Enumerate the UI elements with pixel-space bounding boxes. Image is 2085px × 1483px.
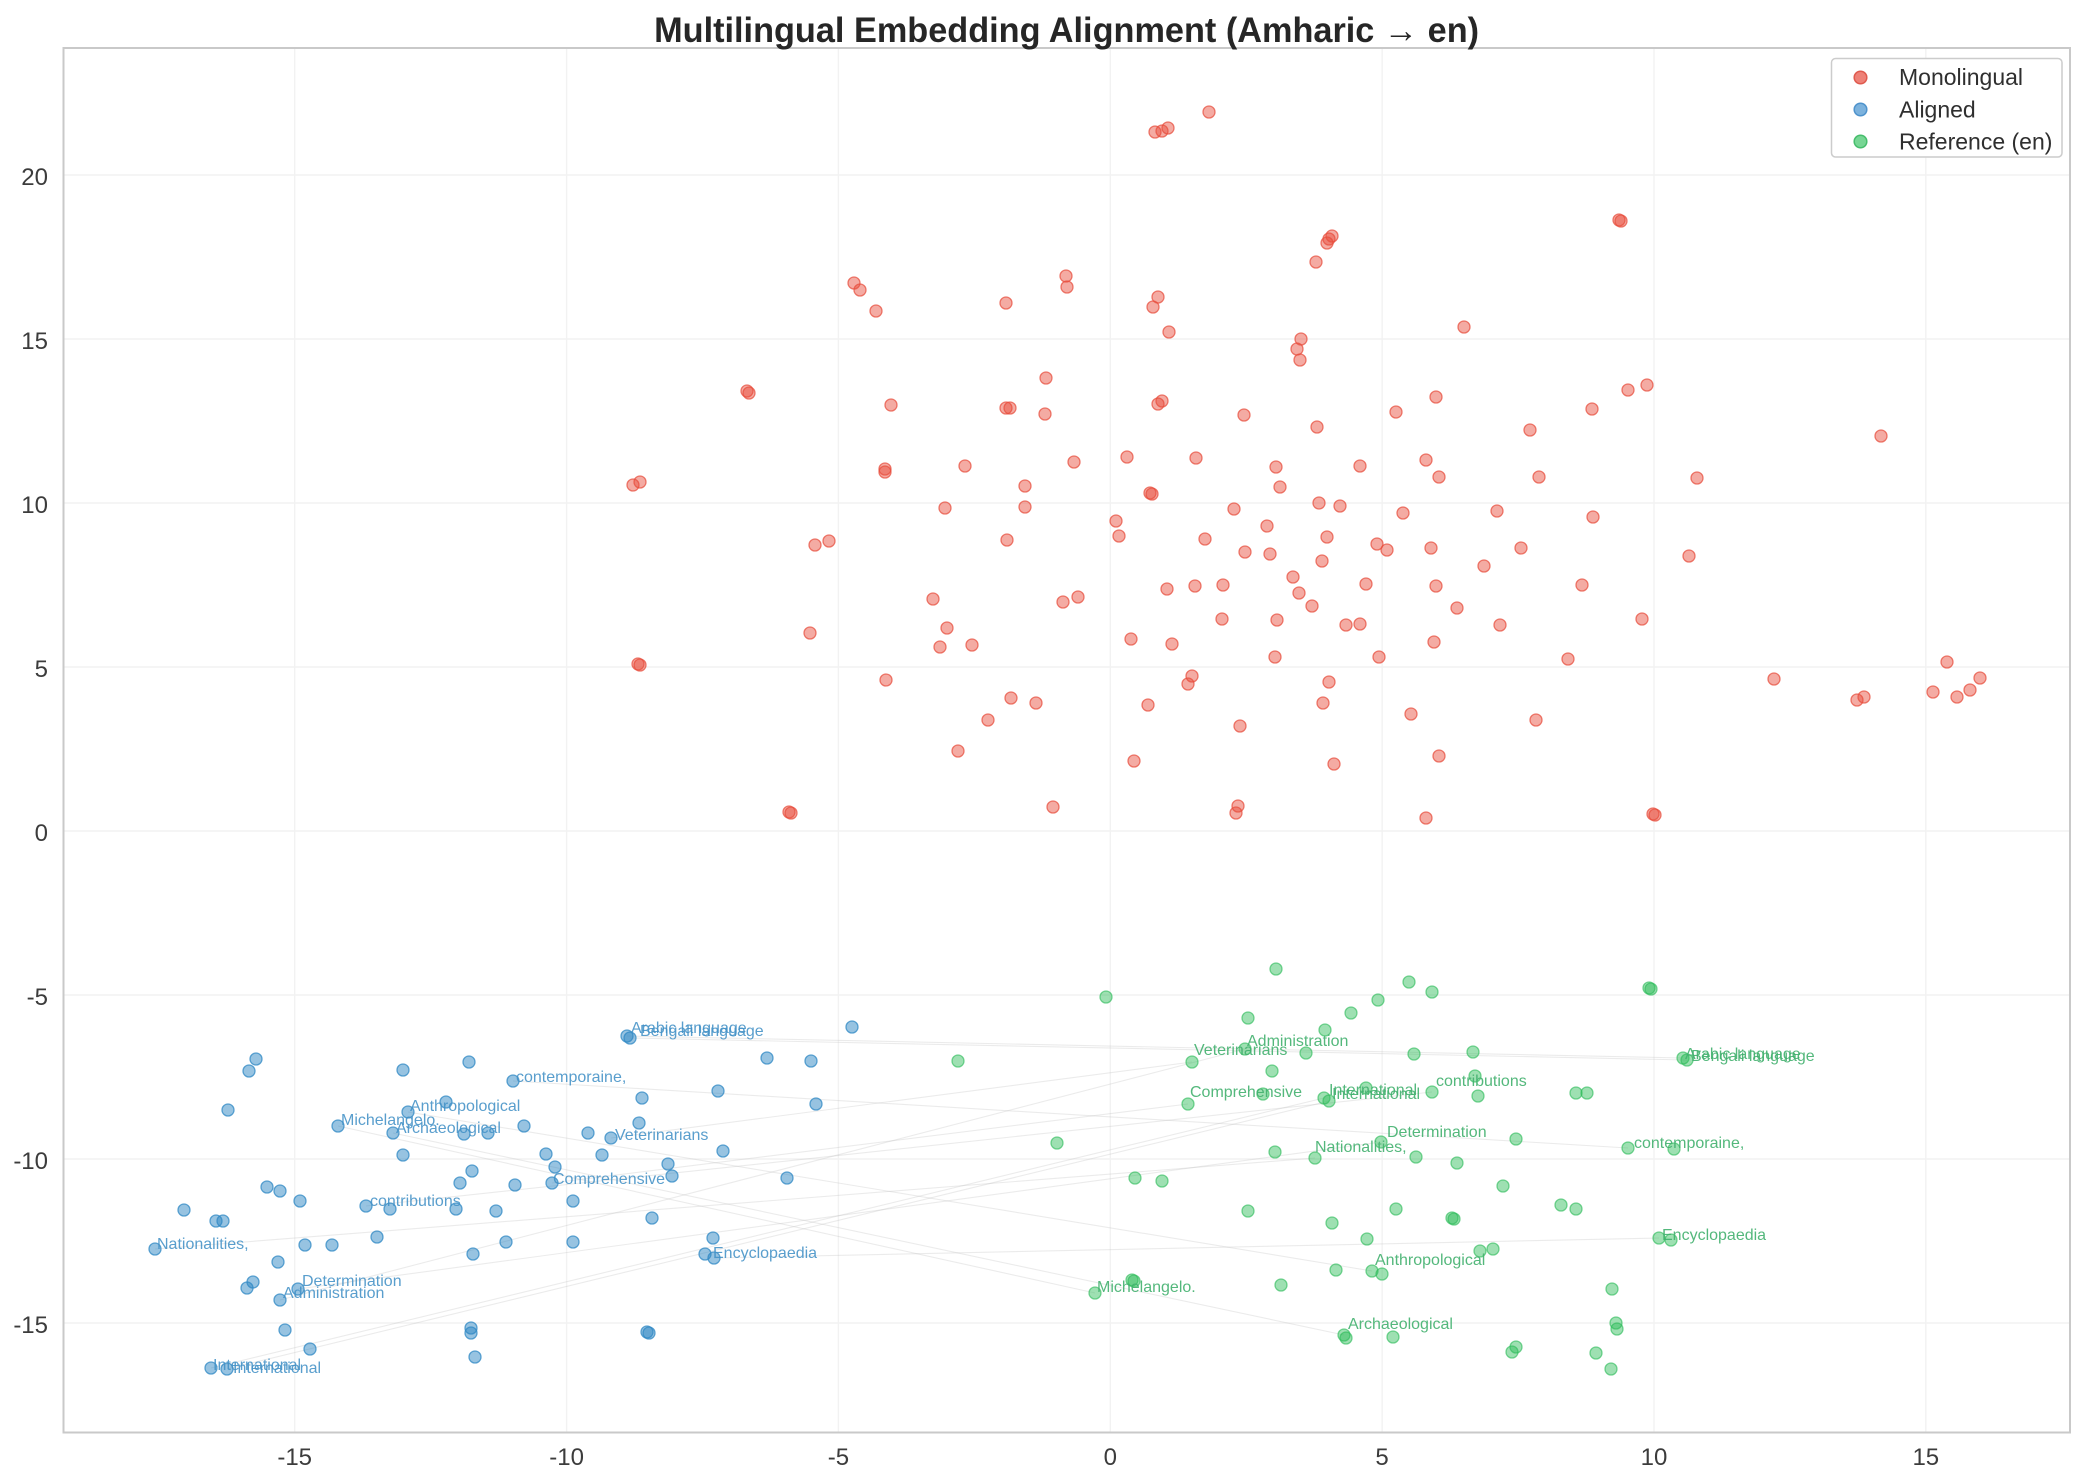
svg-text:10: 10 — [1641, 1444, 1668, 1471]
svg-text:-15: -15 — [277, 1444, 312, 1471]
svg-text:Administration: Administration — [1247, 1033, 1348, 1050]
svg-text:Nationalities,: Nationalities, — [157, 1236, 249, 1253]
svg-text:contributions: contributions — [370, 1193, 461, 1210]
svg-text:15: 15 — [21, 328, 48, 355]
svg-text:Michelangelo.: Michelangelo. — [341, 1112, 440, 1129]
svg-text:Comprehensive: Comprehensive — [1190, 1084, 1302, 1101]
svg-text:Multilingual Embedding Alignme: Multilingual Embedding Alignment (Amhari… — [654, 11, 1479, 50]
svg-text:contemporaine,: contemporaine, — [1634, 1135, 1744, 1152]
svg-text:Archaeological: Archaeological — [396, 1120, 501, 1137]
svg-text:-5: -5 — [828, 1444, 849, 1471]
svg-text:Arabic language: Arabic language — [1685, 1046, 1801, 1063]
svg-text:Aligned: Aligned — [1899, 97, 1976, 123]
svg-text:Encyclopaedia: Encyclopaedia — [713, 1245, 817, 1262]
svg-text:Bengali language: Bengali language — [1691, 1048, 1815, 1065]
svg-text:Archaeological: Archaeological — [1348, 1316, 1453, 1333]
svg-text:Monolingual: Monolingual — [1899, 64, 2023, 90]
svg-text:International: International — [1332, 1086, 1420, 1103]
svg-text:International: International — [213, 1357, 301, 1374]
svg-text:Bengali language: Bengali language — [640, 1023, 764, 1040]
svg-text:International: International — [1329, 1082, 1417, 1099]
svg-text:International: International — [233, 1360, 321, 1377]
svg-text:Determination: Determination — [1387, 1124, 1487, 1141]
svg-text:15: 15 — [1912, 1444, 1939, 1471]
svg-text:Veterinarians: Veterinarians — [615, 1127, 708, 1144]
svg-text:Nationalities,: Nationalities, — [1315, 1139, 1407, 1156]
svg-text:Anthropological: Anthropological — [1375, 1252, 1485, 1269]
svg-text:5: 5 — [1375, 1444, 1388, 1471]
svg-text:0: 0 — [35, 820, 48, 847]
svg-text:Arabic language: Arabic language — [631, 1020, 747, 1037]
svg-text:Determination: Determination — [302, 1273, 402, 1290]
svg-text:-10: -10 — [549, 1444, 584, 1471]
svg-text:Veterinarians: Veterinarians — [1194, 1042, 1287, 1059]
svg-text:-15: -15 — [13, 1312, 48, 1339]
svg-text:-5: -5 — [27, 984, 48, 1011]
svg-text:Administration: Administration — [283, 1285, 384, 1302]
svg-text:Comprehensive: Comprehensive — [553, 1171, 665, 1188]
svg-text:5: 5 — [35, 656, 48, 683]
svg-text:Reference (en): Reference (en) — [1899, 129, 2052, 155]
svg-text:Anthropological: Anthropological — [410, 1098, 520, 1115]
svg-text:0: 0 — [1104, 1444, 1117, 1471]
svg-text:-10: -10 — [13, 1148, 48, 1175]
svg-text:20: 20 — [21, 164, 48, 191]
svg-text:Michelangelo.: Michelangelo. — [1097, 1279, 1196, 1296]
svg-text:contributions: contributions — [1436, 1073, 1527, 1090]
svg-text:Encyclopaedia: Encyclopaedia — [1662, 1227, 1766, 1244]
svg-text:10: 10 — [21, 492, 48, 519]
svg-text:contemporaine,: contemporaine, — [516, 1069, 626, 1086]
